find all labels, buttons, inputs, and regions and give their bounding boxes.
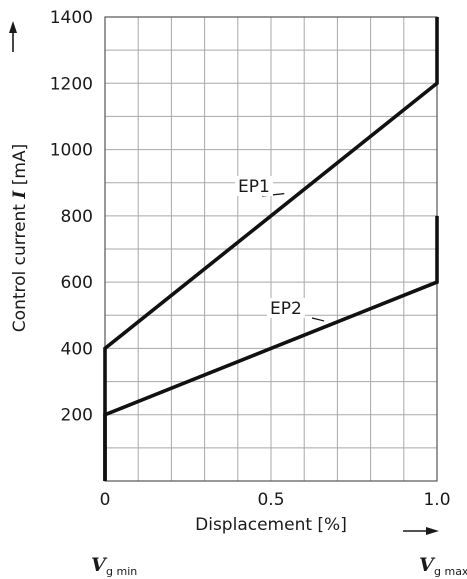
y-direction-arrow xyxy=(9,21,17,52)
svg-text:g max: g max xyxy=(434,565,467,578)
label-background xyxy=(267,298,305,318)
x-tick-label: 0 xyxy=(100,490,111,510)
labels: Control current I [mA] Displacement [%] … xyxy=(9,8,467,578)
svg-text:V: V xyxy=(91,554,108,576)
label-background xyxy=(235,176,273,196)
leader-line-ep2 xyxy=(311,317,325,322)
svg-text:V: V xyxy=(419,554,436,576)
vg-max-label: V g max xyxy=(419,554,467,578)
y-axis-variable: I xyxy=(10,190,30,200)
series-lines xyxy=(103,17,439,481)
series-line-ep2 xyxy=(103,215,439,481)
svg-text:g min: g min xyxy=(106,565,137,578)
y-tick-label: 400 xyxy=(61,339,93,359)
series-label-ep1: EP1 xyxy=(238,177,270,197)
vg-min-label: V g min xyxy=(91,554,137,578)
y-tick-label: 1400 xyxy=(50,8,93,28)
x-axis-label: Displacement [%] xyxy=(195,515,347,535)
x-direction-arrow xyxy=(403,527,439,535)
x-tick-label: 1.0 xyxy=(423,490,450,510)
y-axis-label: Control current I [mA] xyxy=(10,144,30,332)
y-tick-label: 200 xyxy=(61,406,93,426)
y-tick-label: 600 xyxy=(61,273,93,293)
series-label-ep2: EP2 xyxy=(270,299,302,319)
x-tick-label: 0.5 xyxy=(257,490,284,510)
y-tick-label: 1000 xyxy=(50,141,93,161)
y-tick-label: 1200 xyxy=(50,74,93,94)
grid xyxy=(105,17,437,481)
y-tick-label: 800 xyxy=(61,207,93,227)
